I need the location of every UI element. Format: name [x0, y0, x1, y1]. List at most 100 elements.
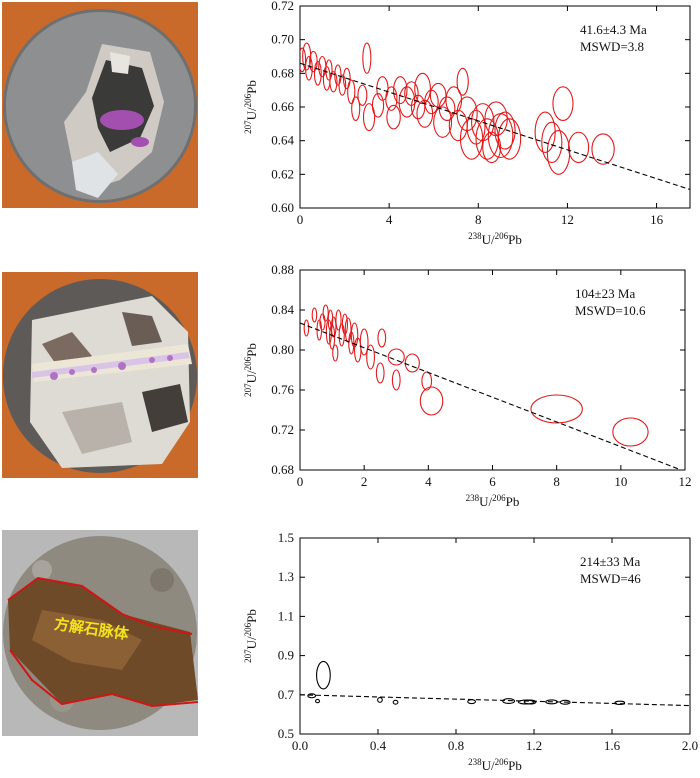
y-tick-label: 0.9	[278, 648, 294, 663]
data-ellipse	[322, 304, 329, 322]
chart-2: 0 2 4 6 8 10 12 0.68 0.72 0.76 0.80 0.84 0.88 238U/20…	[230, 262, 700, 512]
data-ellipse	[393, 76, 408, 105]
chart-1-svg: 0 4 8 12 16 0.60 0.62 0.64 0.66 0.68 0.70 0.72 238U/…	[243, 0, 691, 247]
data-ellipse	[385, 86, 398, 111]
data-ellipse	[325, 59, 333, 81]
sample-photo-2	[2, 272, 198, 478]
x-tick-label: 0	[297, 212, 304, 227]
data-ellipse	[351, 96, 361, 122]
data-ellipse	[366, 344, 375, 370]
y-axis-label: 207U/206Pb	[243, 80, 259, 134]
data-ellipse	[371, 92, 385, 118]
data-ellipse	[362, 103, 376, 132]
sample-photo-2-image	[2, 272, 198, 478]
chart-3: 0.0 0.4 0.8 1.2 1.6 2.0 0.5 0.7 0.9 1.1 1.3 1.5 238U…	[230, 528, 700, 778]
data-ellipse	[614, 700, 626, 705]
x-axis-label: 238U/206Pb	[468, 231, 522, 247]
sample-photo-3: 方解石脉体	[2, 530, 198, 736]
data-ellipse	[421, 371, 433, 391]
chart-3-svg: 0.0 0.4 0.8 1.2 1.6 2.0 0.5 0.7 0.9 1.1 1.3 1.5 238U…	[243, 530, 698, 773]
y-tick-label: 0.84	[271, 302, 294, 317]
data-ellipse	[387, 348, 405, 366]
data-ellipse	[414, 72, 431, 105]
data-ellipse	[307, 693, 317, 699]
data-ellipse	[502, 698, 516, 704]
data-ellipse	[377, 696, 383, 703]
data-ellipse	[552, 86, 574, 122]
x-tick-label: 1.6	[604, 738, 621, 753]
mswd-annotation: MSWD=46	[580, 571, 641, 586]
data-ellipse	[445, 86, 463, 115]
data-ellipse	[567, 131, 590, 164]
x-tick-label: 4	[386, 212, 393, 227]
x-tick-label: 12	[679, 474, 692, 489]
plot-frame	[299, 537, 691, 735]
data-ellipse	[386, 104, 401, 130]
data-ellipse	[316, 660, 331, 690]
data-ellipse	[456, 67, 469, 96]
chart-2-svg: 0 2 4 6 8 10 12 0.68 0.72 0.76 0.80 0.84 0.88 238U/20…	[243, 262, 692, 509]
data-ellipse	[546, 130, 571, 175]
data-ellipse	[342, 67, 351, 90]
data-ellipse	[391, 369, 401, 391]
x-tick-label: 0.8	[448, 738, 464, 753]
regression-line	[300, 694, 690, 707]
x-axis-label: 238U/206Pb	[466, 493, 520, 509]
x-tick-label: 12	[561, 212, 574, 227]
data-ellipse	[311, 307, 318, 323]
y-axis-label: 207U/206Pb	[243, 343, 259, 397]
data-ellipse	[375, 362, 385, 384]
data-ellipse	[362, 42, 372, 74]
regression-line	[300, 322, 679, 470]
data-ellipse	[591, 133, 615, 165]
x-tick-label: 16	[650, 212, 664, 227]
y-tick-label: 0.68	[271, 65, 294, 80]
data-ellipse	[433, 106, 453, 138]
data-ellipse	[329, 71, 338, 93]
data-ellipse	[338, 74, 347, 96]
data-ellipse	[392, 699, 399, 705]
y-tick-label: 0.76	[271, 382, 294, 397]
x-tick-label: 2	[361, 474, 368, 489]
y-tick-label: 0.60	[271, 200, 294, 215]
data-ellipse	[302, 42, 312, 71]
data-ellipse	[338, 323, 345, 347]
data-ellipse	[359, 328, 369, 356]
x-tick-label: 0.0	[292, 738, 308, 753]
age-annotation: 214±33 Ma	[580, 554, 640, 569]
y-tick-label: 0.7	[278, 687, 295, 702]
x-tick-label: 6	[489, 474, 496, 489]
x-tick-label: 4	[425, 474, 432, 489]
y-tick-label: 0.66	[271, 99, 294, 114]
data-ellipse	[344, 317, 352, 343]
mswd-annotation: MSWD=10.6	[575, 303, 646, 318]
data-ellipse	[303, 319, 310, 337]
y-tick-label: 1.3	[278, 569, 294, 584]
data-ellipse	[448, 109, 468, 142]
plot-area	[300, 304, 679, 470]
y-tick-label: 0.72	[271, 0, 294, 13]
sample-photo-3-image	[2, 530, 198, 736]
data-ellipse	[347, 79, 356, 105]
chart-1: 0 4 8 12 16 0.60 0.62 0.64 0.66 0.68 0.70 0.72 238U/…	[230, 0, 700, 250]
data-ellipse	[325, 319, 332, 345]
sample-photo-1	[2, 2, 198, 208]
y-tick-label: 0.80	[271, 342, 294, 357]
data-ellipse	[419, 386, 444, 416]
data-ellipse	[494, 111, 516, 150]
y-tick-label: 0.88	[271, 262, 294, 277]
data-ellipse	[318, 55, 327, 78]
data-ellipse	[404, 353, 420, 373]
regression-line	[300, 62, 690, 191]
y-tick-label: 0.68	[271, 462, 294, 477]
y-tick-label: 0.5	[278, 726, 294, 741]
data-ellipse	[305, 55, 313, 81]
x-tick-label: 2.0	[682, 738, 698, 753]
data-ellipse	[497, 118, 522, 160]
x-axis-label: 238U/206Pb	[468, 757, 522, 773]
data-ellipse	[300, 47, 307, 73]
data-ellipse	[335, 309, 342, 331]
data-ellipse	[410, 94, 426, 120]
y-tick-label: 0.62	[271, 166, 294, 181]
data-ellipse	[467, 699, 477, 705]
